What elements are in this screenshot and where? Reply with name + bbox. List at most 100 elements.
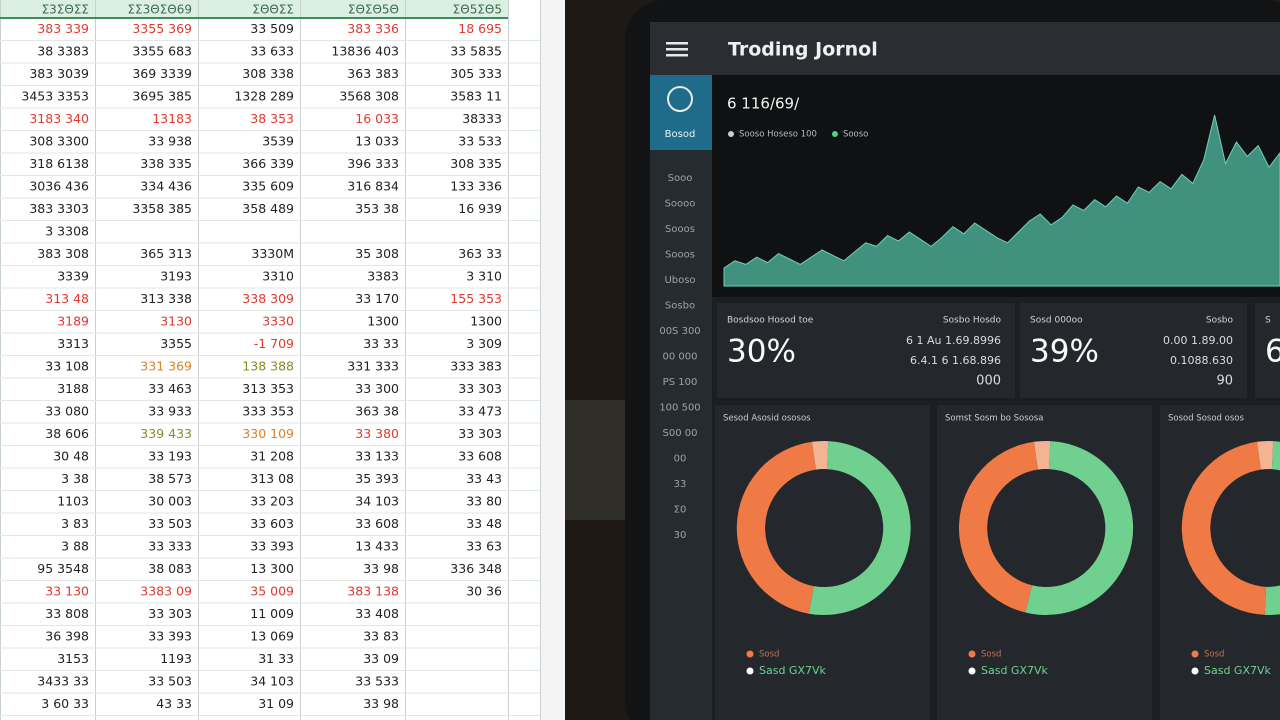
sidebar-item[interactable]: 33: [674, 479, 687, 490]
cell: 363 38: [355, 403, 399, 418]
sidebar-item[interactable]: S00 00: [663, 428, 698, 439]
area-series: [723, 114, 1280, 287]
cell: 383 308: [37, 246, 89, 261]
cell: 35 393: [355, 471, 399, 486]
cell: 13 300: [250, 561, 294, 576]
cell: 11 009: [250, 606, 294, 621]
app-title: Troding Jornol: [728, 39, 878, 61]
cell: 3188: [57, 381, 89, 396]
cell: 33 5835: [450, 43, 502, 58]
cell: 313 48: [45, 291, 89, 306]
cell: 16 939: [458, 201, 502, 216]
cell: 34 103: [250, 673, 294, 688]
cell: 3383: [367, 268, 399, 283]
cell: 3355 683: [132, 43, 192, 58]
legend-dot: [728, 131, 734, 137]
cell: 33 80: [466, 493, 502, 508]
cell: 33 603: [250, 516, 294, 531]
spreadsheet: [0, 0, 540, 720]
cell: 335 609: [242, 178, 294, 193]
cell: 33 83: [363, 628, 399, 643]
donut-slice: [1257, 440, 1274, 470]
cell: 33 608: [458, 448, 502, 463]
sidebar-item[interactable]: Sooo: [668, 173, 693, 184]
cell: 331 369: [140, 358, 192, 373]
cell: 33 933: [148, 403, 192, 418]
legend-dot: [968, 650, 976, 658]
cell: 338 309: [242, 291, 294, 306]
legend-label: Sooso: [843, 130, 868, 140]
cell: 33 503: [148, 516, 192, 531]
cell: 33 473: [458, 403, 502, 418]
cell: 3 88: [61, 538, 89, 553]
cell: 313 338: [140, 291, 192, 306]
cell: 336 348: [450, 561, 502, 576]
cell: 33 203: [250, 493, 294, 508]
cell: 35 009: [250, 583, 294, 598]
sidebar-item[interactable]: Bosod: [665, 129, 696, 140]
cell: 3330: [262, 313, 294, 328]
sidebar-item[interactable]: Σ0: [674, 505, 687, 516]
cell: 1300: [470, 313, 502, 328]
cell: 316 834: [347, 178, 399, 193]
cell: 33 393: [148, 628, 192, 643]
sidebar-item[interactable]: Uboso: [664, 275, 695, 286]
sidebar-item[interactable]: 00S 300: [659, 326, 700, 337]
cell: 365 313: [140, 246, 192, 261]
cell: 313 353: [242, 381, 294, 396]
cell: 33 533: [355, 673, 399, 688]
sidebar-item[interactable]: Sooos: [665, 224, 695, 235]
cell: 33 509: [250, 21, 294, 36]
legend-label: Sasd GX7Vk: [759, 664, 827, 677]
cell: 383 3303: [29, 201, 89, 216]
stat-card: [1255, 303, 1280, 398]
legend-label: Sooso Hoseso 100: [739, 130, 817, 140]
cell: 366 339: [242, 156, 294, 171]
cell: 3339: [57, 268, 89, 283]
stat-label: Sosd 000oo: [1030, 316, 1083, 326]
cell: 33 303: [458, 381, 502, 396]
header-cell: ΣΘ5ΣΘ5: [453, 3, 502, 17]
legend-dot: [831, 131, 838, 137]
sidebar-item[interactable]: 30: [674, 530, 687, 541]
app-header: [650, 22, 1280, 75]
cell: 318 6138: [29, 156, 89, 171]
cell: 13183: [152, 111, 192, 126]
sidebar-item[interactable]: 00: [674, 454, 687, 465]
cell: 30 48: [53, 448, 89, 463]
cell: 33 080: [45, 403, 89, 418]
cell: -1 709: [254, 336, 294, 351]
legend-label: Sasd GX7Vk: [981, 664, 1049, 677]
cell: 30 36: [466, 583, 502, 598]
donut-slice: [1034, 440, 1051, 470]
cell: 3130: [160, 313, 192, 328]
cell: 3 83: [61, 516, 89, 531]
cell: 33 380: [355, 426, 399, 441]
sidebar-item[interactable]: Sooos: [665, 250, 695, 261]
cell: 38 573: [148, 471, 192, 486]
cell: 363 383: [347, 66, 399, 81]
cell: 38 3383: [37, 43, 89, 58]
cell: 13 433: [355, 538, 399, 553]
cell: 31 208: [250, 448, 294, 463]
cell: 33 463: [148, 381, 192, 396]
cell: 30 003: [148, 493, 192, 508]
sidebar-item[interactable]: 00 000: [663, 352, 698, 363]
stat-card: [1020, 303, 1247, 398]
cell: 33 333: [148, 538, 192, 553]
header-row: [0, 0, 508, 18]
cell: 33 938: [148, 133, 192, 148]
cell: 33 83: [156, 718, 192, 720]
sidebar-item[interactable]: PS 100: [663, 377, 698, 388]
stat-line: 000: [976, 374, 1001, 389]
sidebar-item[interactable]: Sosbo: [665, 301, 695, 312]
donut-slice: [1264, 441, 1280, 615]
menu-icon[interactable]: [666, 42, 688, 57]
sidebar-item[interactable]: 100 500: [659, 403, 700, 414]
cell: 33 633: [250, 43, 294, 58]
sidebar-item[interactable]: Soooo: [665, 199, 696, 210]
cell: 33 09: [363, 651, 399, 666]
stat-value: 39%: [1030, 334, 1099, 370]
donut-title: Sosod Sosod osos: [1168, 414, 1244, 424]
